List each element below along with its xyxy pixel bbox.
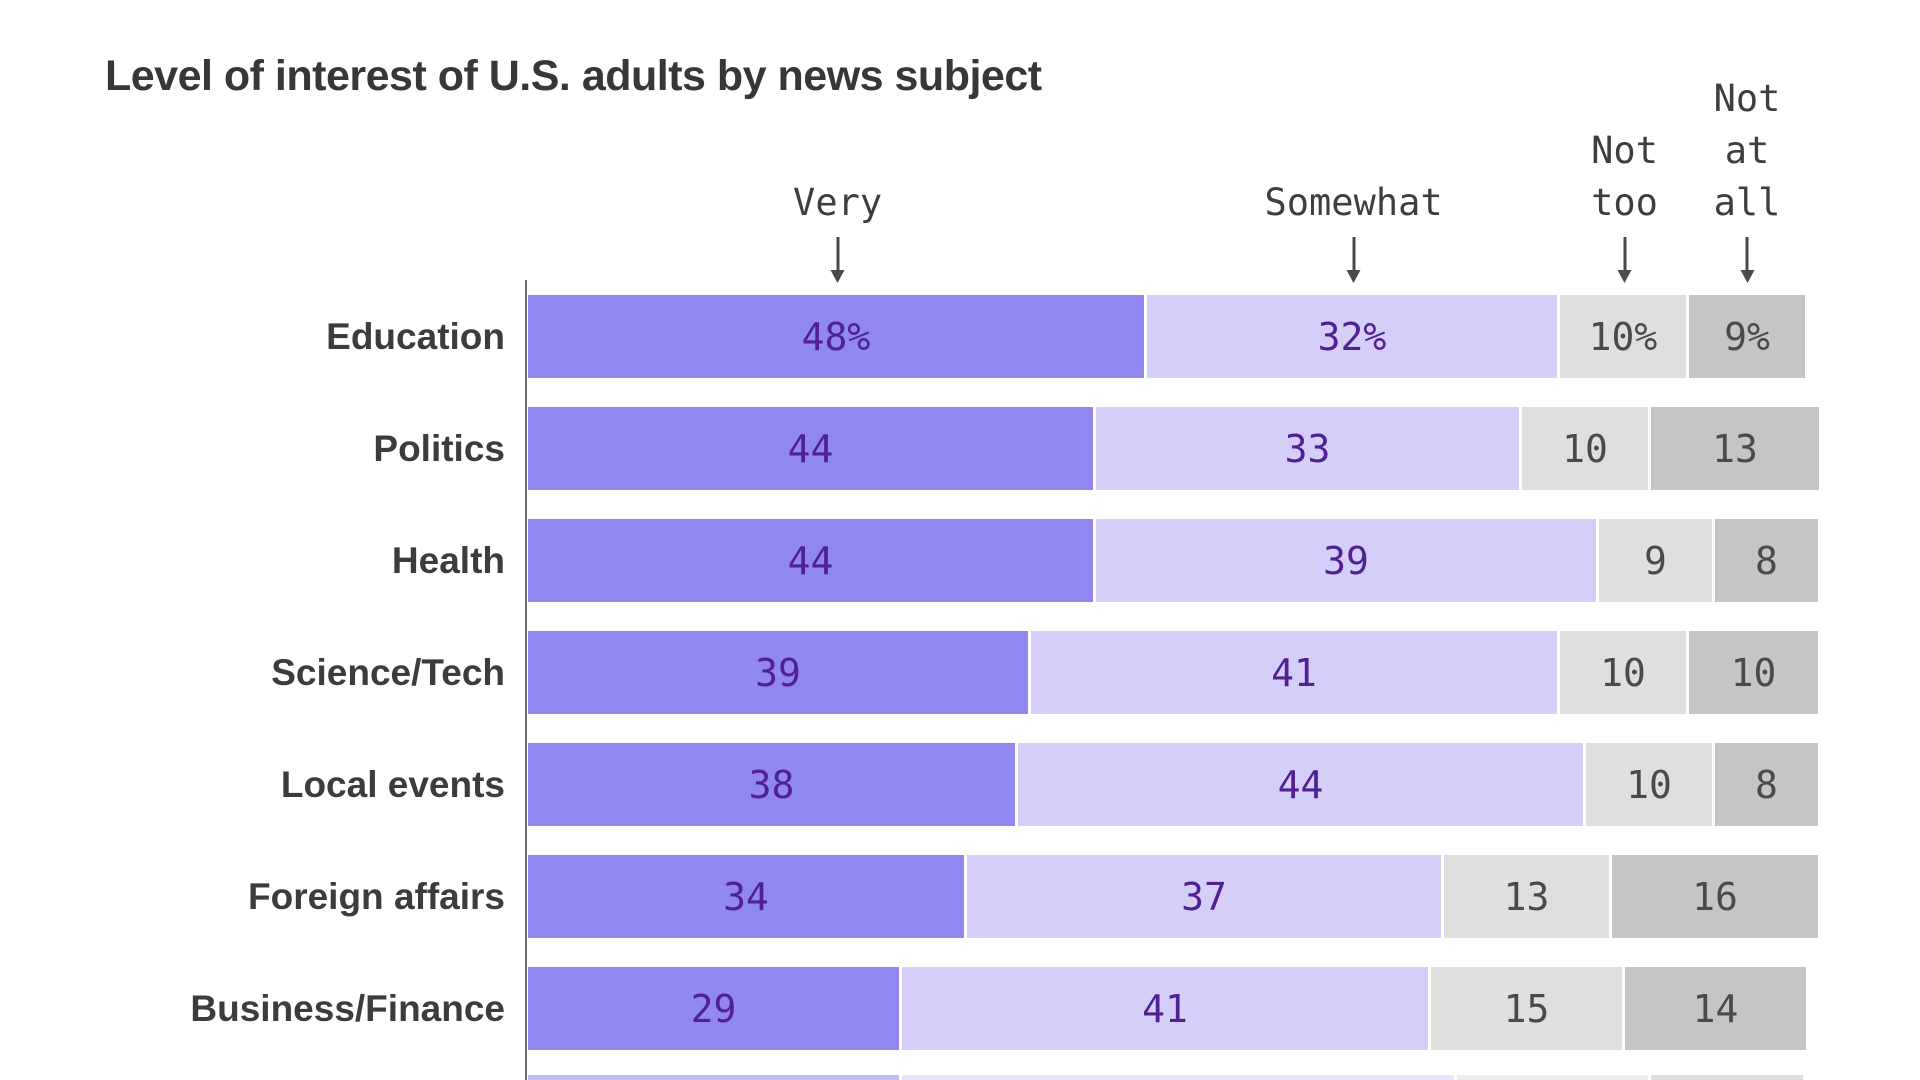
segment-value-label: 10 (1562, 426, 1608, 471)
segment-value-label: 38 (748, 762, 795, 807)
bar-segment-somewhat: 33 (1096, 407, 1522, 490)
bar-segment-not-at-all: 8 (1715, 519, 1818, 602)
bar-segment-not-at-all: 14 (1625, 967, 1806, 1050)
bar-segment-not-at-all: 16 (1612, 855, 1818, 938)
partial-bar-segment (902, 1075, 1457, 1080)
segment-value-label: 48% (801, 314, 871, 359)
segment-value-label: 44 (1277, 762, 1324, 807)
bar-segment-not-too: 15 (1431, 967, 1625, 1050)
bar-rows: Education 48% 32% 10% 9% Politics 44 33 10 13 Heal… (0, 295, 1920, 1079)
bar-segment-not-at-all: 9% (1689, 295, 1805, 378)
bar-segment-not-too: 13 (1444, 855, 1612, 938)
chart-title: Level of interest of U.S. adults by news… (105, 52, 1042, 100)
segment-value-label: 16 (1692, 874, 1738, 919)
segment-value-label: 29 (690, 986, 737, 1031)
segment-value-label: 10 (1600, 650, 1646, 695)
category-label: Local events (280, 764, 505, 805)
category-label: Education (326, 316, 505, 357)
bar-segment-very: 38 (528, 743, 1018, 826)
segment-value-label: 33 (1284, 426, 1331, 471)
down-arrow-icon (1623, 237, 1626, 271)
segment-value-label: 15 (1503, 986, 1550, 1031)
bar-segment-not-too: 9 (1599, 519, 1715, 602)
stacked-bar: 34 37 13 16 (528, 855, 1818, 938)
segment-value-label: 41 (1271, 650, 1317, 695)
category-label: Foreign affairs (248, 876, 505, 917)
segment-value-label: 10% (1588, 314, 1658, 359)
bar-segment-not-at-all: 13 (1651, 407, 1819, 490)
stacked-bar: 39 41 10 10 (528, 631, 1818, 714)
bar-row: Science/Tech 39 41 10 10 (0, 631, 1920, 714)
bar-segment-not-at-all: 8 (1715, 743, 1818, 826)
stacked-bar: 48% 32% 10% 9% (528, 295, 1805, 378)
partial-cutoff-row (528, 1075, 1806, 1080)
segment-value-label: 44 (787, 426, 834, 471)
segment-value-label: 32% (1317, 314, 1387, 359)
stacked-bar: 44 33 10 13 (528, 407, 1819, 490)
bar-segment-somewhat: 37 (967, 855, 1444, 938)
stacked-bar: 44 39 9 8 (528, 519, 1818, 602)
bar-row: Education 48% 32% 10% 9% (0, 295, 1920, 378)
partial-bar-segment (1457, 1075, 1651, 1080)
bar-segment-very: 39 (528, 631, 1031, 714)
column-header-somewhat: Somewhat (1264, 181, 1443, 224)
bar-segment-somewhat: 32% (1147, 295, 1560, 378)
segment-value-label: 13 (1712, 426, 1758, 471)
segment-value-label: 39 (1323, 538, 1369, 583)
down-arrow-icon (1352, 237, 1356, 271)
column-header-not-at-all: Not at all (1713, 77, 1781, 224)
column-header-very: Very (793, 181, 883, 224)
segment-value-label: 14 (1692, 986, 1739, 1031)
segment-value-label: 39 (755, 650, 801, 695)
bar-row: Health 44 39 9 8 (0, 519, 1920, 602)
bar-segment-very: 44 (528, 519, 1096, 602)
stacked-bar: 29 41 15 14 (528, 967, 1806, 1050)
bar-segment-not-too: 10 (1522, 407, 1651, 490)
bar-segment-very: 34 (528, 855, 967, 938)
segment-value-label: 8 (1755, 762, 1778, 807)
segment-value-label: 9 (1644, 538, 1667, 583)
bar-row: Business/Finance 29 41 15 14 (0, 967, 1920, 1050)
bar-segment-very: 48% (528, 295, 1147, 378)
category-label: Politics (373, 428, 505, 469)
category-label: Business/Finance (190, 988, 505, 1029)
bar-segment-somewhat: 41 (1031, 631, 1560, 714)
stacked-bar: 38 44 10 8 (528, 743, 1818, 826)
segment-value-label: 41 (1142, 986, 1188, 1031)
y-axis-line (525, 280, 527, 1080)
segment-value-label: 37 (1181, 874, 1227, 919)
segment-value-label: 44 (787, 538, 834, 583)
segment-value-label: 9% (1724, 314, 1770, 359)
bar-row: Politics 44 33 10 13 (0, 407, 1920, 490)
bar-segment-not-too: 10% (1560, 295, 1689, 378)
column-header-not-too: Not too (1591, 129, 1658, 224)
segment-value-label: 34 (723, 874, 769, 919)
bar-segment-somewhat: 41 (902, 967, 1431, 1050)
segment-value-label: 8 (1755, 538, 1778, 583)
down-arrow-icon (1745, 237, 1749, 271)
bar-segment-very: 29 (528, 967, 902, 1050)
partial-bar-segment (528, 1075, 902, 1080)
segment-value-label: 13 (1503, 874, 1550, 919)
bar-segment-somewhat: 44 (1018, 743, 1586, 826)
segment-value-label: 10 (1626, 762, 1672, 807)
down-arrow-icon (836, 237, 840, 271)
bar-segment-very: 44 (528, 407, 1096, 490)
partial-bar-segment (1651, 1075, 1806, 1080)
bar-segment-not-too: 10 (1586, 743, 1715, 826)
category-label: Health (391, 540, 505, 581)
bar-segment-not-at-all: 10 (1689, 631, 1818, 714)
bar-row: Foreign affairs 34 37 13 16 (0, 855, 1920, 938)
segment-value-label: 10 (1730, 650, 1777, 695)
bar-segment-somewhat: 39 (1096, 519, 1599, 602)
category-label: Science/Tech (271, 652, 505, 693)
bar-segment-not-too: 10 (1560, 631, 1689, 714)
bar-row: Local events 38 44 10 8 (0, 743, 1920, 826)
